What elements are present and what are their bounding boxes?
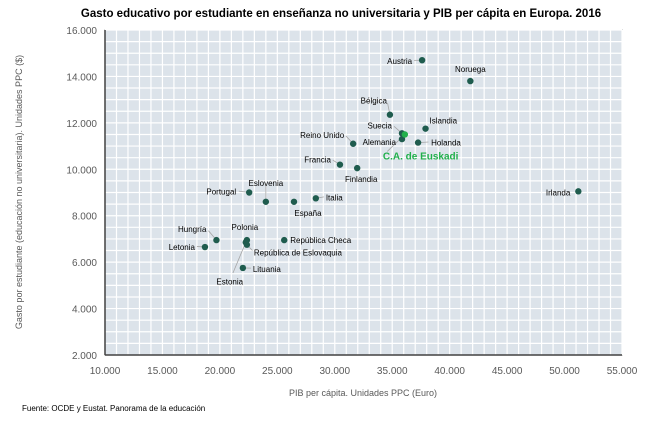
x-tick-label: 30.000	[319, 366, 350, 377]
data-point	[336, 161, 344, 168]
data-point	[281, 236, 288, 244]
x-tick-label: 55.000	[607, 366, 638, 377]
data-label: Polonia	[232, 223, 259, 232]
data-point	[201, 243, 209, 251]
data-label: Suecia	[368, 121, 393, 130]
x-axis-label: PIB per cápita. Unidades PPC (Euro)	[289, 388, 437, 398]
data-label: República Checa	[290, 236, 351, 245]
data-label: Holanda	[431, 139, 461, 148]
data-label: Eslovenia	[249, 179, 284, 188]
data-point	[242, 239, 249, 246]
data-point	[245, 189, 253, 196]
x-tick-label: 40.000	[434, 366, 465, 377]
data-label: Irlanda	[546, 188, 571, 197]
data-points	[201, 56, 582, 272]
y-tick-label: 6.000	[72, 258, 97, 269]
data-label: Portugal	[206, 188, 236, 197]
x-tick-label: 20.000	[205, 366, 236, 377]
x-tick-label: 10.000	[90, 366, 121, 377]
y-tick-label: 2.000	[72, 351, 97, 362]
data-label: Hungría	[178, 225, 207, 234]
y-axis-label: Gasto por estudiante (educación no unive…	[14, 55, 24, 329]
data-label: Lituania	[253, 265, 282, 274]
x-tick-label: 15.000	[147, 366, 178, 377]
data-label: Reino Unido	[300, 131, 345, 140]
data-point	[349, 140, 357, 147]
data-point	[575, 188, 582, 195]
data-label: Austria	[387, 57, 412, 66]
data-point	[239, 264, 247, 272]
data-point	[353, 164, 361, 172]
data-point	[414, 139, 422, 146]
data-point	[213, 236, 220, 244]
data-point	[467, 77, 474, 85]
data-label: Alemania	[363, 138, 397, 147]
chart-title: Gasto educativo por estudiante en enseña…	[81, 8, 601, 20]
data-label: C.A. de Euskadi	[383, 151, 459, 162]
data-label: Italia	[326, 193, 343, 202]
data-label: Islandia	[430, 117, 458, 126]
y-tick-label: 10.000	[66, 165, 97, 176]
leader-line	[232, 242, 247, 274]
data-label: Noruega	[455, 65, 486, 74]
data-point	[401, 131, 409, 138]
axes: 10.000 15.000 20.000 25.000 30.000 35.000 40.0…	[66, 26, 637, 377]
data-label: Finlandia	[345, 175, 378, 184]
x-tick-label: 35.000	[377, 366, 408, 377]
data-label: Bélgica	[361, 97, 388, 106]
data-point	[312, 195, 320, 202]
data-label: Estonia	[216, 277, 243, 286]
y-tick-label: 4.000	[72, 305, 97, 316]
x-tick-label: 25.000	[262, 366, 293, 377]
data-labels: Austria Noruega Bélgica Islandia Suecia Alema…	[169, 57, 571, 286]
y-tick-label: 16.000	[66, 26, 97, 37]
data-point	[262, 198, 270, 205]
y-tick-label: 8.000	[72, 212, 97, 223]
y-tick-label: 12.000	[66, 119, 97, 130]
data-point	[386, 111, 394, 118]
data-label: Letonia	[169, 243, 196, 252]
data-label: España	[294, 209, 322, 218]
y-tick-label: 14.000	[66, 72, 97, 83]
data-point	[418, 56, 426, 64]
data-point	[290, 198, 298, 205]
x-tick-label: 50.000	[549, 366, 580, 377]
data-point	[398, 135, 406, 143]
x-tick-label: 45.000	[492, 366, 523, 377]
data-label: Francia	[304, 156, 331, 165]
data-point	[422, 125, 429, 132]
data-label: República de Eslovaquia	[254, 249, 343, 258]
source-note: Fuente: OCDE y Eustat. Panorama de la ed…	[22, 404, 205, 413]
